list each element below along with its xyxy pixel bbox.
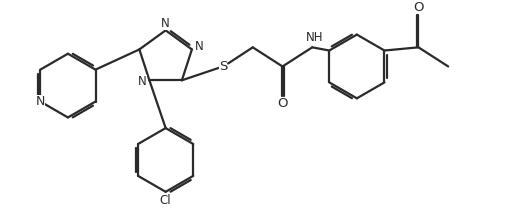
Text: N: N (161, 17, 170, 30)
Text: O: O (277, 97, 288, 110)
Text: S: S (219, 60, 227, 73)
Text: N: N (138, 75, 147, 88)
Text: NH: NH (306, 31, 323, 44)
Text: O: O (413, 1, 424, 14)
Text: N: N (195, 39, 204, 53)
Text: Cl: Cl (160, 194, 172, 207)
Text: N: N (35, 95, 45, 108)
